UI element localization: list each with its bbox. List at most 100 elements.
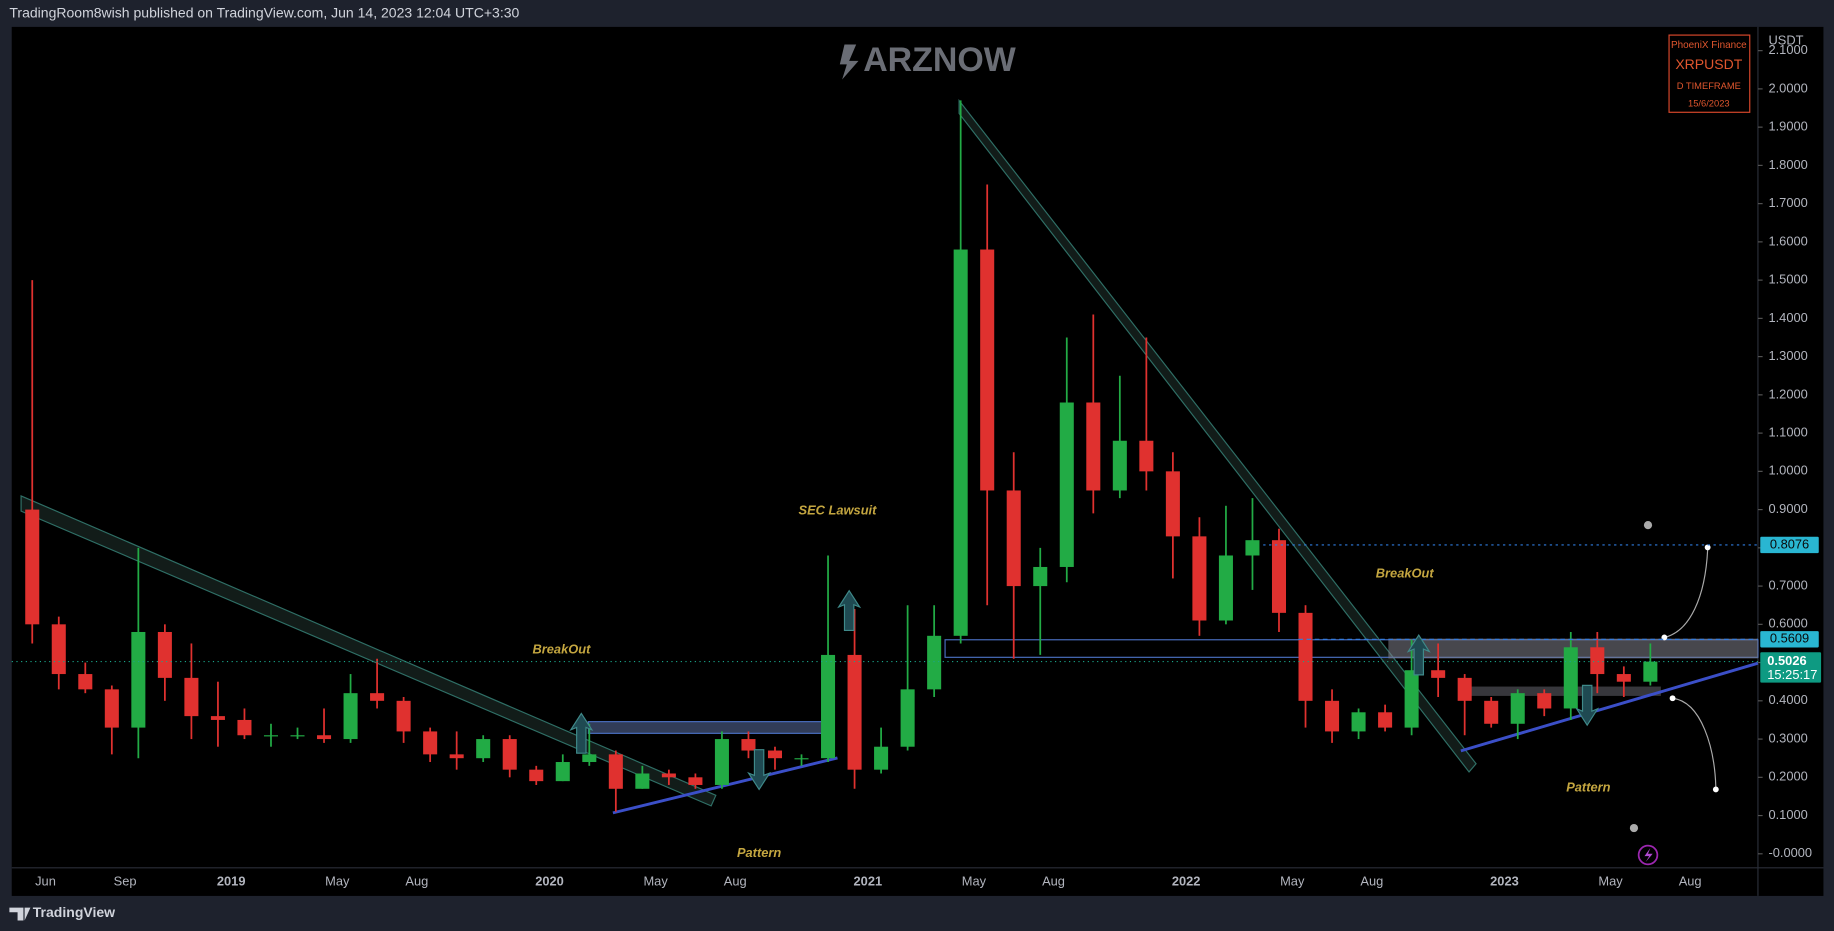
- x-tick-label: Aug: [1360, 873, 1383, 888]
- x-tick-label: Aug: [405, 873, 428, 888]
- arrow: [1406, 634, 1431, 676]
- y-tick-label: 1.0000: [1768, 463, 1807, 478]
- candle-body: [1139, 440, 1154, 472]
- candle-body: [1033, 566, 1048, 587]
- y-tick-label: 1.6000: [1768, 233, 1807, 248]
- candle-body: [741, 739, 756, 751]
- candle-body: [423, 731, 438, 755]
- candle-body: [1112, 440, 1127, 491]
- candle-body: [555, 762, 570, 782]
- level-label: 0.8076: [1770, 536, 1809, 551]
- header: TradingRoom8wish published on TradingVie…: [9, 5, 519, 21]
- currency: USDT: [1768, 32, 1803, 47]
- candle-body: [237, 719, 252, 736]
- y-tick-label: -0.0000: [1768, 845, 1812, 860]
- candle-body: [1643, 661, 1658, 682]
- y-tick-label: 0.4000: [1768, 692, 1807, 707]
- x-tick-label: May: [1280, 873, 1305, 888]
- annotation: Pattern: [737, 845, 781, 860]
- clock-icon[interactable]: [1643, 521, 1653, 530]
- arrow: [837, 589, 862, 631]
- x-tick-label: May: [962, 873, 987, 888]
- candle-body: [476, 739, 491, 759]
- y-tick-label: 0.1000: [1768, 807, 1807, 822]
- y-tick-label: 1.2000: [1768, 386, 1807, 401]
- candle-body: [1271, 540, 1287, 613]
- candle-body: [529, 769, 544, 782]
- candle-body: [502, 739, 517, 770]
- y-tick-label: 0.2000: [1768, 769, 1807, 784]
- info-symbol: XRPUSDT: [1675, 56, 1742, 72]
- info-timeframe: D TIMEFRAME: [1677, 81, 1741, 91]
- candle-body: [608, 754, 623, 789]
- x-tick-label: May: [1598, 873, 1623, 888]
- candle-body: [131, 631, 146, 728]
- y-tick-label: 1.7000: [1768, 195, 1807, 210]
- candle-body: [51, 624, 66, 675]
- y-tick-label: 2.1000: [1768, 42, 1807, 57]
- candle-body: [1086, 402, 1101, 491]
- x-tick-label: Aug: [1042, 873, 1065, 888]
- candle-body: [1059, 402, 1074, 567]
- pattern-line: [612, 756, 838, 815]
- level-label: 0.5609: [1770, 631, 1809, 646]
- projection-arrow: [1664, 549, 1709, 639]
- events-icon[interactable]: [1637, 844, 1659, 866]
- y-tick-label: 1.5000: [1768, 272, 1807, 287]
- candle-body: [290, 735, 305, 737]
- x-tick-label: Aug: [1679, 873, 1702, 888]
- candle-body: [582, 754, 597, 763]
- candle-body: [953, 249, 968, 636]
- candle-body: [1537, 693, 1552, 709]
- y-tick-label: 0.3000: [1768, 730, 1807, 745]
- zone: [587, 721, 834, 734]
- arrow: [1575, 684, 1600, 727]
- footer: TradingView: [33, 904, 115, 920]
- x-tick-label: May: [643, 873, 668, 888]
- x-tick-label: Jun: [35, 873, 56, 888]
- candle-body: [449, 754, 464, 759]
- y-tick-label: 1.8000: [1768, 157, 1807, 172]
- candle-body: [1245, 540, 1260, 556]
- candle-body: [1590, 647, 1605, 675]
- candle-body: [184, 677, 199, 717]
- x-tick-label: 2020: [535, 873, 564, 888]
- candle-body: [1563, 647, 1578, 709]
- candle-body: [1192, 536, 1207, 621]
- candles: [25, 100, 1658, 812]
- candle-body: [847, 654, 862, 770]
- annotation: BreakOut: [532, 642, 591, 657]
- candle-body: [821, 654, 836, 759]
- pattern-line: [1460, 661, 1759, 753]
- candle-body: [1484, 700, 1499, 724]
- point: [1669, 695, 1676, 702]
- candle-body: [1431, 670, 1446, 678]
- price-label: 0.5026: [1767, 653, 1806, 668]
- candle-body: [317, 735, 332, 740]
- arrow: [569, 712, 594, 754]
- level-label-bg: [1760, 631, 1819, 648]
- x-tick-label: 2021: [854, 873, 883, 888]
- point: [1704, 544, 1711, 551]
- point: [1712, 786, 1719, 793]
- candle-body: [688, 777, 703, 785]
- candle-body: [1351, 712, 1366, 732]
- chart-area: [11, 26, 1824, 896]
- candle-body: [1510, 693, 1525, 724]
- annotation: SEC Lawsuit: [799, 503, 878, 518]
- footer-logo: [9, 907, 31, 921]
- candle-body: [104, 689, 119, 728]
- candle-body: [635, 773, 650, 789]
- annotation: Pattern: [1566, 780, 1610, 795]
- level-label-bg: [1760, 536, 1819, 554]
- candle-body: [1404, 670, 1419, 728]
- y-tick-label: 0.7000: [1768, 577, 1807, 592]
- candle-body: [1298, 612, 1313, 701]
- candle-body: [714, 739, 729, 785]
- clock-icon[interactable]: [1629, 823, 1639, 833]
- candle-body: [661, 773, 676, 778]
- y-tick-label: 0.6000: [1768, 616, 1807, 631]
- candle-body: [157, 631, 172, 678]
